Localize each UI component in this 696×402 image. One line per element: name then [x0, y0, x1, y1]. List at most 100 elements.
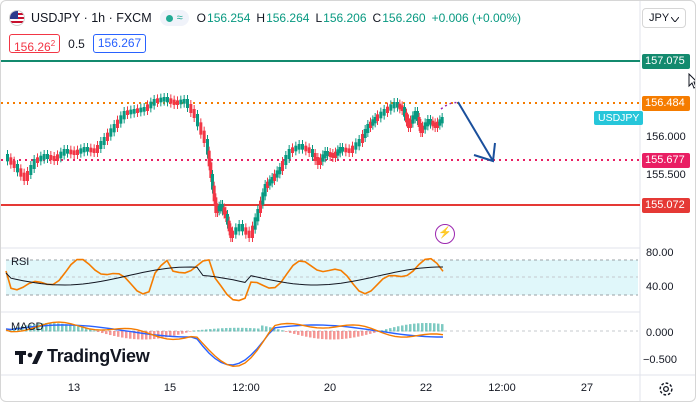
gear-icon[interactable] [657, 380, 675, 398]
candle-body [366, 124, 370, 133]
macd-histogram-bar [241, 327, 244, 332]
rsi-label[interactable]: RSI [11, 256, 30, 268]
macd-histogram-bar [145, 331, 148, 340]
macd-histogram-bar [189, 331, 192, 332]
candle-body [209, 162, 213, 178]
macd-histogram-bar [341, 331, 344, 340]
candle-body [66, 149, 69, 154]
sell-button[interactable]: 156.262 [9, 34, 61, 54]
candle-body [411, 115, 415, 124]
candle-body [79, 148, 83, 154]
candle-body [398, 103, 402, 110]
macd-histogram-bar [37, 323, 40, 332]
macd-histogram-bar [149, 331, 152, 340]
candle-body [12, 160, 16, 168]
candle-body [159, 97, 163, 103]
symbol-name[interactable]: USDJPY · 1h · FXCM [31, 11, 152, 25]
candle-body [287, 149, 291, 159]
candle-body [49, 155, 53, 160]
macd-histogram-bar [265, 326, 268, 332]
candle-body [253, 217, 257, 230]
candle-body [162, 97, 166, 102]
tradingview-logo[interactable]: TradingView [15, 346, 150, 367]
rsi-tick: 40.00 [646, 281, 674, 293]
macd-histogram-bar [421, 323, 424, 332]
candle-body [19, 168, 23, 177]
candle-body [237, 224, 241, 232]
candle-body [301, 144, 304, 150]
candle-body [179, 99, 183, 105]
macd-histogram-bar [81, 327, 84, 332]
macd-histogram-bar [409, 324, 412, 332]
candle-body [89, 147, 93, 153]
market-status-dots-icon[interactable]: ≈ [159, 10, 189, 26]
macd-histogram-bar [361, 331, 364, 336]
candle-body [256, 209, 260, 222]
candle-body [336, 149, 340, 156]
macd-histogram-bar [297, 331, 300, 335]
candle-body [199, 122, 203, 135]
pink-line-price-label[interactable]: 155.677 [642, 153, 690, 168]
macd-histogram-bar [333, 331, 336, 340]
candle-body [112, 124, 116, 133]
green-line-price-label[interactable]: 157.075 [642, 54, 690, 69]
candle-body [261, 192, 265, 205]
trade-buttons: 156.262 0.5 156.267 [9, 34, 147, 54]
candle-body [129, 109, 133, 115]
candle-body [251, 225, 254, 238]
high-label: H [256, 11, 266, 25]
lightning-icon[interactable]: ⚡ [435, 224, 455, 244]
candle-body [156, 98, 159, 103]
macd-histogram-bar [321, 331, 324, 340]
high-value: 156.264 [266, 11, 310, 25]
candle-body [241, 224, 244, 232]
macd-histogram-bar [301, 331, 304, 336]
candle-body [379, 111, 383, 119]
red-line-price-label[interactable]: 155.072 [642, 198, 690, 213]
macd-histogram-bar [57, 323, 60, 332]
candle-body [313, 153, 317, 161]
candle-body [221, 204, 224, 212]
low-label: L [315, 11, 323, 25]
candle-body [371, 119, 375, 126]
candle-body [186, 99, 189, 108]
macd-histogram-bar [441, 324, 444, 332]
candle-body [86, 147, 89, 152]
time-tick: 15 [163, 382, 177, 394]
macd-histogram-bar [357, 331, 360, 337]
candle-body [234, 227, 238, 235]
macd-histogram-bar [213, 328, 216, 332]
macd-histogram-bar [281, 330, 284, 332]
macd-histogram-bar [401, 325, 404, 332]
macd-histogram-bar [25, 325, 28, 332]
candle-body [319, 157, 322, 165]
candle-body [436, 121, 439, 128]
candle-body [231, 230, 234, 238]
candle-body [278, 167, 282, 175]
candle-body [42, 154, 46, 160]
chevron-down-icon [671, 17, 679, 22]
candle-body [219, 204, 223, 210]
macd-label[interactable]: MACD [11, 321, 44, 333]
currency-select[interactable]: JPY [642, 8, 686, 28]
candle-body [347, 148, 351, 153]
forecast-arrow-line [457, 101, 494, 162]
candle-body [294, 145, 298, 152]
candle-body [122, 111, 126, 120]
candle-body [338, 147, 342, 154]
macd-histogram-bar [89, 329, 92, 332]
time-tick: 13 [67, 382, 81, 394]
candle-body [392, 102, 396, 109]
forecast-arrow-head [473, 142, 496, 163]
macd-histogram-bar [133, 331, 136, 340]
orange-line-price-label[interactable]: 156.484 [642, 96, 690, 111]
logo-text: TradingView [47, 346, 150, 366]
candle-body [321, 154, 325, 162]
candle-body [192, 109, 196, 118]
buy-button[interactable]: 156.267 [92, 34, 147, 53]
candle-body [99, 141, 103, 149]
macd-histogram-bar [65, 324, 68, 332]
macd-histogram-bar [385, 329, 388, 332]
macd-histogram-bar [433, 323, 436, 332]
